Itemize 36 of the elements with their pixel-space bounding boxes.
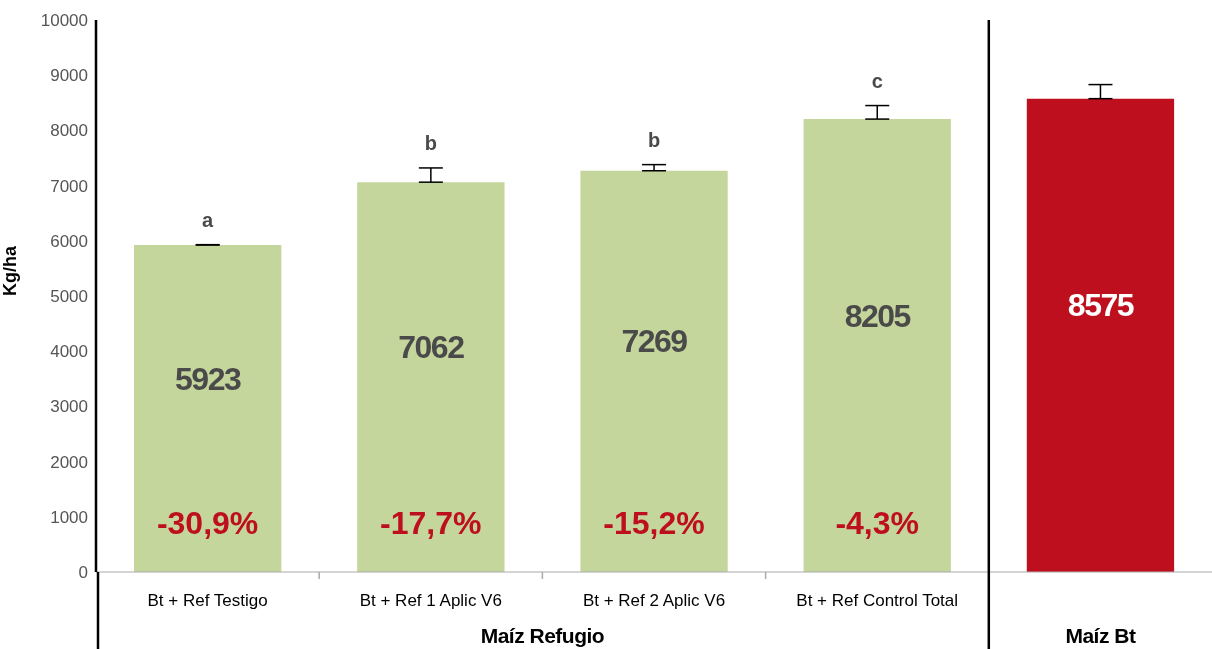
- data-label: 7269: [621, 323, 688, 360]
- data-label: 7062: [398, 329, 465, 366]
- annotation: b: [647, 128, 661, 151]
- x-tick-label: Bt + Ref 1 Aplic V6: [359, 591, 502, 611]
- x-tick-label: Bt + Ref 2 Aplic V6: [582, 591, 726, 611]
- x-tick-label: Bt + Ref Testigo: [147, 591, 268, 611]
- annotation: -15,2%: [603, 505, 705, 542]
- y-tick-label: 6000: [50, 231, 88, 251]
- y-tick-label: 8000: [50, 121, 88, 141]
- annotation: c: [871, 69, 883, 92]
- bar: [134, 245, 282, 572]
- x-tick-label: Bt + Ref Control Total: [796, 591, 959, 611]
- data-label: 8575: [1067, 287, 1134, 324]
- y-tick-label: 10000: [40, 11, 88, 31]
- annotation: a: [202, 208, 215, 231]
- y-tick-label: 0: [78, 563, 88, 583]
- text: Maíz Bt: [1065, 624, 1136, 647]
- y-tick-label: 9000: [50, 66, 88, 86]
- annotation: -30,9%: [156, 505, 259, 542]
- annotation: -4,3%: [835, 505, 919, 542]
- data-label: 5923: [175, 360, 241, 397]
- y-tick-label: 7000: [50, 176, 88, 196]
- y-axis-title: Kg/ha: [0, 245, 21, 296]
- y-tick-label: 4000: [50, 342, 88, 362]
- y-tick-label: 1000: [50, 507, 88, 527]
- y-tick-label: 2000: [50, 452, 88, 472]
- y-tick-label: 3000: [50, 397, 88, 417]
- bar: [803, 119, 951, 572]
- annotation: -17,7%: [380, 505, 482, 542]
- text: Maíz Refugio: [480, 624, 605, 647]
- annotation: b: [424, 132, 437, 155]
- y-tick-label: 5000: [50, 287, 88, 307]
- bar: [1026, 98, 1175, 572]
- bar: [580, 170, 728, 572]
- data-label: 8205: [844, 297, 911, 334]
- bar: [357, 182, 505, 572]
